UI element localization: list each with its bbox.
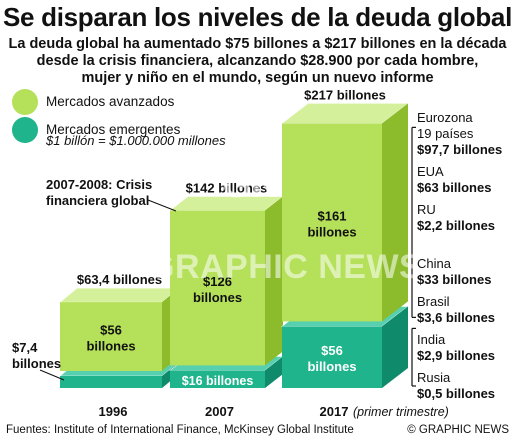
legend-note: $1 billón = $1.000.000 millones bbox=[46, 133, 226, 148]
annotation-text: financiera global bbox=[46, 193, 149, 208]
data-label-advanced: $161 bbox=[318, 208, 347, 223]
bar-emerging-2017 bbox=[282, 326, 382, 388]
data-label-advanced: billones bbox=[307, 224, 356, 239]
category-label: 2007 bbox=[205, 404, 234, 419]
breakdown-name: India bbox=[417, 332, 446, 347]
total-label: $63,4 billones bbox=[77, 272, 162, 287]
bar-advanced-1996-top bbox=[59, 287, 180, 303]
data-label-emerging: billones bbox=[12, 356, 61, 371]
bar-emerging-2007 bbox=[170, 370, 265, 388]
credit: © GRAPHIC NEWS bbox=[407, 424, 509, 436]
breakdown-name: Eurozona bbox=[417, 110, 473, 125]
legend-advanced-label: Mercados avanzados bbox=[46, 94, 175, 109]
subtitle-line: desde la crisis financiera, alcanzando $… bbox=[36, 53, 479, 69]
legend-emerging: Mercados emergentes bbox=[12, 117, 180, 143]
source-note: Fuentes: Institute of International Fina… bbox=[6, 424, 354, 436]
legend-emerging-label: Mercados emergentes bbox=[46, 122, 181, 137]
annotation-leader bbox=[147, 199, 177, 212]
footer: Fuentes: Institute of International Fina… bbox=[6, 424, 509, 436]
bar-emerging-1996 bbox=[60, 376, 162, 388]
bar-advanced-2017 bbox=[282, 123, 382, 322]
data-label-emerging: $16 billones bbox=[182, 374, 254, 388]
breakdown-name: RU bbox=[417, 202, 436, 217]
data-label-emerging: billones bbox=[307, 359, 356, 374]
annotation-text: 2007-2008: Crisis bbox=[46, 177, 152, 192]
legend-advanced-swatch bbox=[12, 89, 38, 115]
leader-line bbox=[39, 369, 65, 381]
data-label-advanced: $126 bbox=[203, 274, 232, 289]
breakdown-value: $2,9 billones bbox=[417, 348, 495, 363]
page-title: Se disparan los niveles de la deuda glob… bbox=[2, 2, 512, 32]
breakdown-name: Brasil bbox=[417, 294, 450, 309]
breakdown-name: Rusia bbox=[417, 370, 451, 385]
breakdown-value: $63 billones bbox=[417, 180, 491, 195]
category-label: 2017 bbox=[320, 404, 349, 419]
bar-advanced-2017-side bbox=[382, 103, 408, 322]
subtitle: La deuda global ha aumentado $75 billone… bbox=[0, 36, 515, 87]
bar-advanced-1996 bbox=[60, 302, 162, 371]
breakdown-name: EUA bbox=[417, 164, 444, 179]
breakdown-value: $2,2 billones bbox=[417, 218, 495, 233]
data-label-emerging: $7,4 bbox=[12, 340, 38, 355]
bar-emerging-2007-side bbox=[265, 356, 283, 388]
subtitle-line: mujer y niño en el mundo, según un nuevo… bbox=[81, 70, 434, 86]
breakdown-name: China bbox=[417, 256, 452, 271]
breakdown-value: $33 billones bbox=[417, 272, 491, 287]
total-label: $142 billones bbox=[186, 180, 268, 195]
bar-advanced-2007 bbox=[170, 210, 265, 366]
total-label: $217 billones bbox=[304, 87, 386, 102]
data-label-advanced: billones bbox=[193, 290, 242, 305]
legend-emerging-swatch bbox=[12, 117, 38, 143]
breakdown-value: $0,5 billones bbox=[417, 386, 495, 401]
breakdown-value: $3,6 billones bbox=[417, 310, 495, 325]
data-label-advanced: $56 bbox=[100, 323, 122, 338]
category-label: 1996 bbox=[99, 404, 128, 419]
data-label-advanced: billones bbox=[86, 339, 135, 354]
subtitle-line: La deuda global ha aumentado $75 billone… bbox=[8, 36, 507, 52]
bar-emerging-2017-side bbox=[382, 306, 408, 388]
bar-advanced-2007-side bbox=[265, 196, 283, 366]
category-note: (primer trimestre) bbox=[353, 405, 449, 419]
bar-advanced-2007-top bbox=[169, 196, 284, 211]
breakdown-value: $97,7 billones bbox=[417, 142, 502, 157]
legend-advanced: Mercados avanzados bbox=[12, 89, 174, 115]
data-label-emerging: $56 bbox=[321, 343, 343, 358]
breakdown-sub: 19 países bbox=[417, 126, 474, 141]
